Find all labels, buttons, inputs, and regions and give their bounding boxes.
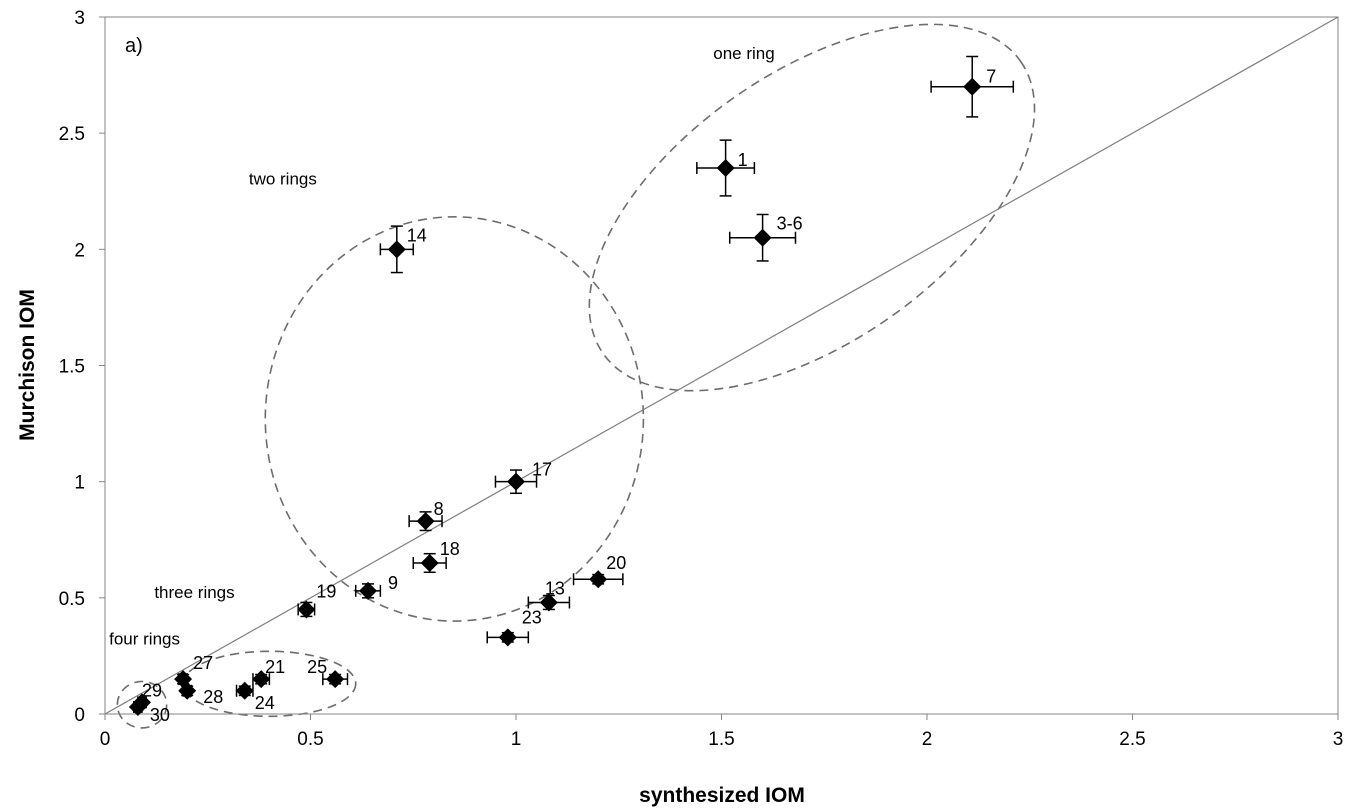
- point-label: 24: [255, 693, 275, 713]
- x-tick-label: 1.5: [708, 729, 734, 750]
- group-label: four rings: [109, 629, 180, 648]
- data-point: [589, 570, 608, 589]
- data-point: [753, 228, 772, 247]
- point-label: 17: [532, 460, 552, 480]
- data-point: [963, 77, 982, 96]
- x-tick-label: 1: [511, 729, 522, 750]
- x-tick-label: 2.5: [1119, 729, 1145, 750]
- y-tick-label: 3: [74, 8, 85, 29]
- point-label: 18: [440, 539, 460, 559]
- point-label: 25: [307, 657, 327, 677]
- data-point: [297, 600, 316, 619]
- data-point: [498, 628, 517, 647]
- x-tick-label: 0.5: [297, 729, 323, 750]
- point-label: 19: [316, 581, 336, 601]
- point-label: 29: [142, 680, 162, 700]
- x-tick-label: 3: [1333, 729, 1344, 750]
- annotations: one ring two rings three rings four rings 7 1…: [109, 44, 996, 725]
- y-axis-title: Murchison IOM: [16, 289, 39, 441]
- point-label: 9: [388, 573, 398, 593]
- y-tick-label: 1.5: [59, 357, 85, 378]
- group-label: two rings: [249, 169, 317, 188]
- y-tick-label: 0: [74, 705, 85, 726]
- x-axis-title: synthesized IOM: [639, 784, 805, 807]
- group-ellipse: [264, 216, 645, 622]
- data-point: [416, 512, 435, 531]
- reference-line: [104, 16, 1339, 715]
- data-point: [716, 159, 735, 178]
- data-point: [359, 581, 378, 600]
- y-tick-label: 1: [74, 473, 85, 494]
- point-label: 30: [150, 705, 170, 725]
- data-points: [128, 55, 1015, 717]
- y-tick-label: 0.5: [59, 589, 85, 610]
- point-label: 21: [265, 657, 285, 677]
- data-point: [128, 698, 147, 717]
- data-point: [326, 670, 345, 689]
- point-label: 23: [522, 607, 542, 627]
- group-ellipse: [588, 23, 1036, 392]
- point-label: 28: [203, 687, 223, 707]
- group-ellipse: [116, 680, 168, 729]
- point-label: 7: [986, 67, 996, 87]
- point-label: 20: [606, 553, 626, 573]
- axes: 0 0.5 1 1.5 2 2.5 300.511.522.53: [59, 8, 1344, 750]
- data-point: [235, 681, 254, 700]
- group-label: one ring: [713, 44, 774, 63]
- point-label: 27: [193, 653, 213, 673]
- data-point: [507, 472, 525, 491]
- point-label: 1: [738, 150, 748, 170]
- group-ellipses: [116, 23, 1036, 729]
- x-tick-label: 0: [100, 729, 111, 750]
- panel-label: a): [125, 35, 143, 57]
- point-label: 8: [434, 499, 444, 519]
- x-tick-label: 2: [922, 729, 933, 750]
- y-tick-label: 2.5: [59, 124, 85, 145]
- group-label: three rings: [154, 583, 234, 602]
- data-point: [252, 670, 271, 689]
- reference-line-group: [104, 16, 1339, 715]
- data-point: [420, 553, 439, 572]
- point-label: 13: [545, 578, 565, 598]
- data-point: [539, 593, 558, 612]
- data-point: [178, 681, 197, 700]
- point-label: 14: [407, 225, 427, 245]
- y-tick-label: 2: [74, 240, 85, 261]
- point-label: 3-6: [777, 214, 803, 234]
- data-point: [387, 240, 406, 259]
